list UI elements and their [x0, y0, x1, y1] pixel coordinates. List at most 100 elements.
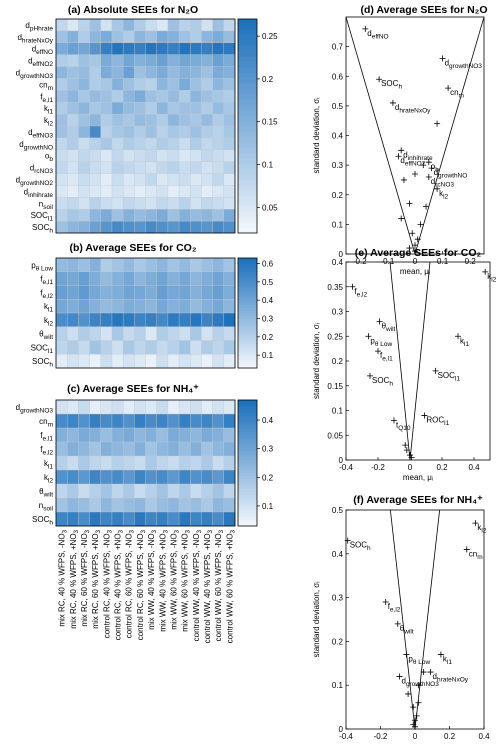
heatmap-cell	[111, 299, 124, 314]
heatmap-cell	[145, 149, 158, 163]
data-point	[482, 268, 489, 275]
heatmap-cell	[145, 299, 158, 314]
data-point	[409, 230, 416, 237]
heatmap-cell	[89, 66, 102, 79]
label-base: ROC	[426, 415, 444, 424]
heatmap-cell	[167, 149, 180, 163]
heatmap-cell	[201, 161, 214, 175]
heatmap-cell	[145, 312, 158, 328]
label-base: k	[439, 189, 444, 198]
heatmap-cell	[89, 173, 102, 186]
label-subscript: 3	[219, 529, 225, 533]
label-base: cn	[39, 417, 47, 426]
heatmap-cell	[178, 42, 191, 56]
label-subscript: l1	[48, 109, 53, 116]
label-base: SOC	[32, 223, 50, 232]
heatmap-cell	[212, 497, 225, 513]
heatmap-cell	[55, 161, 68, 175]
point-label: fe,l2	[388, 602, 401, 614]
label-base: f	[40, 445, 43, 454]
heatmap-cell	[156, 399, 169, 415]
heatmap-cell	[122, 209, 135, 222]
y-axis-label: standard deviation, σᵢ	[312, 97, 321, 173]
point-label: kl1	[460, 336, 469, 348]
panel-b-title: (b) Average SEEs for CO₂	[70, 242, 197, 254]
heatmap-cell	[190, 511, 202, 527]
heatmap-cell	[78, 197, 91, 210]
heatmap-cell	[100, 185, 113, 198]
y-tick-label: 0.35	[327, 283, 343, 292]
x-tick-label: 0.2	[444, 732, 456, 741]
heatmap-cell	[212, 299, 225, 314]
heatmap-row-label: nsoil	[39, 199, 54, 211]
heatmap-cell	[190, 137, 202, 151]
colorbar-segment	[238, 222, 257, 229]
label-subscript: growthNO	[438, 173, 467, 180]
heatmap-cell	[178, 469, 191, 485]
heatmap-cell	[212, 102, 225, 115]
heatmap-cell	[201, 66, 214, 79]
label-base: p	[31, 261, 36, 270]
label-subscript: growthNO3	[406, 681, 439, 688]
colorbar-segment	[238, 136, 257, 143]
colorbar-segment	[238, 335, 257, 339]
colorbar-segment	[238, 40, 257, 47]
point-label: dgrowthNO3	[445, 59, 483, 71]
label-subscript: soil	[43, 204, 53, 211]
label-subscript: growthNO	[24, 144, 53, 151]
data-point	[432, 367, 439, 374]
heatmap-cell	[145, 271, 158, 287]
colorbar-segment	[238, 24, 257, 31]
label-base: mix WW, 40 % WFPS, -NO	[147, 533, 156, 629]
y-tick-label: 0.2	[332, 637, 344, 646]
heatmap-cell	[178, 113, 191, 127]
cone-line-right	[414, 17, 484, 254]
label-base: cn	[469, 549, 477, 558]
heatmap-row-label: dgrowthNO	[19, 140, 53, 152]
heatmap-cell	[111, 354, 124, 369]
label-base: θ	[400, 624, 405, 633]
data-point	[425, 159, 432, 166]
point-label: kl1	[443, 655, 452, 667]
heatmap-cell	[100, 125, 113, 139]
x-tick-label: 0	[413, 257, 418, 266]
point-label: ob	[431, 162, 439, 174]
heatmap-cell	[156, 173, 169, 186]
colorbar-segment	[238, 329, 257, 333]
heatmap-cell	[122, 161, 135, 175]
heatmap-cell	[55, 312, 68, 328]
colorbar-segment	[238, 260, 257, 264]
label-base: mix RC, 40 % WFPS, -NO	[58, 533, 67, 626]
heatmap-cell	[145, 413, 158, 429]
heatmap-cell	[89, 354, 102, 369]
label-base: k	[44, 104, 49, 113]
y-tick-label: 0.1	[332, 407, 344, 416]
label-base: k	[44, 302, 49, 311]
heatmap-cell	[167, 220, 180, 234]
data-point	[376, 76, 383, 83]
heatmap-cell	[167, 185, 180, 198]
colorbar-segment	[238, 459, 257, 464]
heatmap-cell	[66, 511, 79, 527]
label-base: d	[367, 29, 371, 38]
heatmap-cell	[66, 354, 79, 369]
heatmap-cell	[201, 354, 214, 369]
data-point	[395, 153, 402, 160]
label-subscript: hrateNxOy	[437, 677, 469, 684]
heatmap-cell	[178, 299, 191, 314]
label-subscript: hrateNxOy	[399, 107, 431, 114]
heatmap-cell	[66, 125, 79, 139]
heatmap-cell	[167, 427, 180, 443]
heatmap-cell	[78, 161, 91, 175]
y-tick-label: 0.2	[332, 357, 344, 366]
label-subscript: l1	[48, 307, 53, 314]
heatmap-cell	[66, 161, 79, 175]
heatmap-cell	[134, 125, 146, 139]
point-label: cnm	[450, 88, 464, 100]
heatmap-cell	[223, 173, 236, 186]
heatmap-cell	[55, 399, 68, 415]
heatmap-cell	[201, 197, 214, 210]
label-base: d	[16, 176, 20, 185]
heatmap-cell	[212, 285, 225, 300]
label-subscript: l2	[443, 193, 448, 200]
